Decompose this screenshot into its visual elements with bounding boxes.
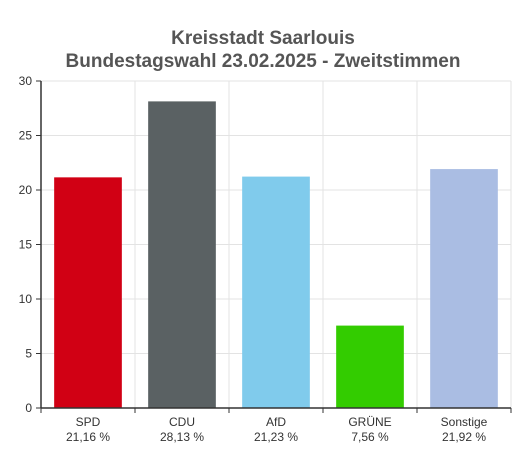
x-value-label: 7,56 % [351, 430, 389, 444]
bar-gr-ne [336, 325, 404, 408]
y-tick-label: 30 [19, 74, 33, 88]
y-tick-label: 0 [25, 401, 32, 415]
x-value-label: 28,13 % [160, 430, 204, 444]
bar-sonstige [430, 169, 498, 408]
y-tick-label: 15 [19, 238, 33, 252]
bar-spd [54, 177, 122, 408]
y-tick-label: 25 [19, 129, 33, 143]
x-category-label: Sonstige [441, 415, 488, 429]
x-value-label: 21,16 % [66, 430, 110, 444]
y-tick-label: 5 [25, 347, 32, 361]
x-category-label: AfD [266, 415, 286, 429]
x-category-label: SPD [76, 415, 101, 429]
x-category-label: GRÜNE [348, 415, 391, 429]
x-value-label: 21,23 % [254, 430, 298, 444]
chart-subtitle: Bundestagswahl 23.02.2025 - Zweitstimmen [66, 51, 461, 72]
x-category-label: CDU [169, 415, 195, 429]
x-value-label: 21,92 % [442, 430, 486, 444]
y-tick-label: 20 [19, 183, 33, 197]
bars [54, 101, 498, 409]
bar-afd [242, 176, 310, 408]
axes [36, 80, 512, 413]
chart-title: Kreisstadt Saarlouis [171, 28, 355, 49]
bar-cdu [148, 101, 216, 409]
y-tick-label: 10 [19, 292, 33, 306]
